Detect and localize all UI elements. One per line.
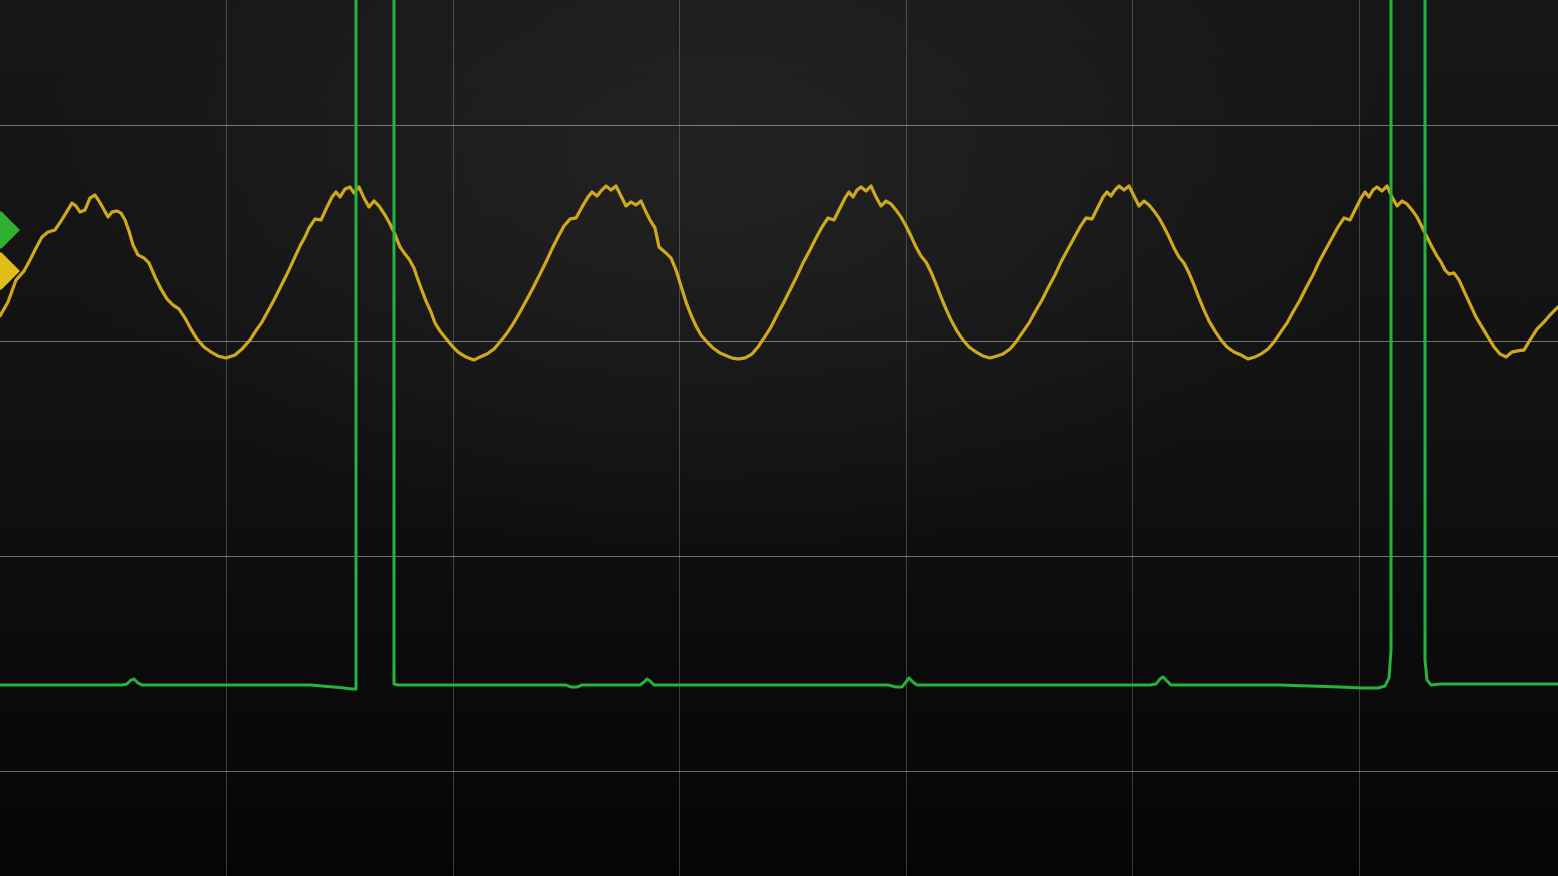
channel-b-sine-trace: [0, 184, 1558, 362]
channel-b-offset-marker[interactable]: [0, 252, 20, 290]
channel-a-pulse-trace: [0, 0, 1558, 691]
channel-a-offset-marker[interactable]: [0, 211, 20, 249]
